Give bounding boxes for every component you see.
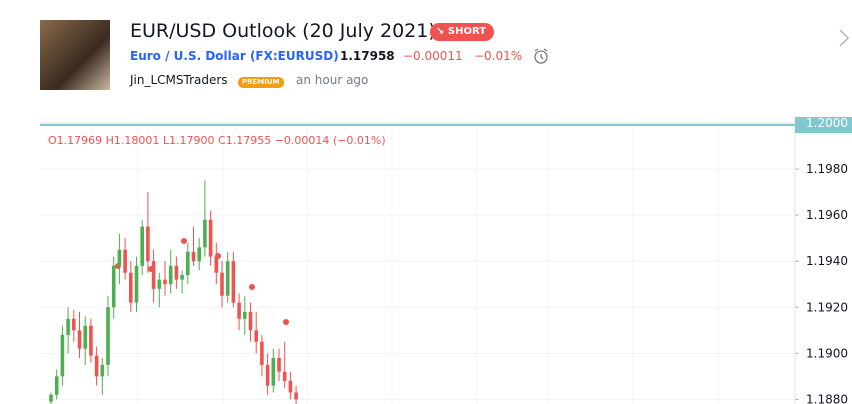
candle-body	[146, 226, 150, 262]
price-label-bg	[795, 117, 852, 133]
candle-body	[282, 371, 287, 381]
candle-body	[151, 261, 156, 289]
y-tick-label: 1.2000	[806, 116, 848, 130]
legend-open: O1.17969	[48, 134, 102, 147]
candle-body	[174, 265, 179, 280]
candle-body	[288, 380, 293, 393]
candle-body	[83, 325, 87, 349]
y-tick-label: 1.1920	[806, 300, 848, 314]
candle-body	[214, 256, 219, 273]
candle-body	[140, 226, 144, 266]
candle-body	[191, 251, 196, 262]
candle-body	[186, 251, 190, 276]
candle-body	[197, 247, 201, 262]
candle-body	[54, 376, 59, 395]
candle-body	[89, 325, 93, 356]
candle-body	[220, 272, 224, 296]
y-tick-label: 1.1900	[806, 346, 848, 360]
legend-high: H1.18001	[106, 134, 160, 147]
legend-change: −0.00014 (−0.01%)	[275, 134, 386, 147]
alarm-icon[interactable]	[532, 47, 550, 65]
candle-body	[94, 355, 99, 377]
y-tick-label: 1.1940	[806, 254, 848, 268]
price: 1.17958	[340, 49, 395, 63]
candle-body	[134, 265, 139, 303]
candle-body	[203, 219, 207, 248]
candle-body	[77, 330, 82, 349]
candle-body	[243, 311, 247, 319]
time: an hour ago	[296, 73, 369, 87]
candle-body	[208, 219, 213, 257]
avatar[interactable]	[40, 20, 110, 90]
author[interactable]: Jin_LCMSTraders	[130, 73, 228, 87]
y-tick-label: 1.1960	[806, 208, 848, 222]
idea-title[interactable]: EUR/USD Outlook (20 July 2021)	[130, 20, 436, 42]
candle-body	[111, 265, 116, 308]
v-grid	[137, 123, 719, 404]
short-badge: ↘ SHORT	[430, 23, 495, 41]
candle-body	[60, 334, 65, 377]
candle-body	[163, 279, 167, 285]
candle-body	[100, 364, 105, 377]
candle-body	[265, 364, 270, 386]
candle-body	[254, 330, 258, 342]
y-tick-label: 1.1880	[806, 392, 848, 404]
candle-body	[225, 261, 230, 296]
ohlc-legend: O1.17969 H1.18001 L1.17900 C1.17955 −0.0…	[48, 134, 386, 147]
premium-badge: PREMIUM	[238, 77, 284, 88]
legend-low: L1.17900	[163, 134, 215, 147]
next-arrow[interactable]	[838, 28, 850, 48]
candle-body	[277, 357, 281, 372]
candle-body	[157, 279, 162, 289]
candle-body	[248, 311, 253, 331]
badge-text: SHORT	[447, 26, 487, 37]
candle-body	[72, 318, 76, 331]
candle-body	[294, 392, 298, 400]
candle-body	[49, 394, 53, 402]
candle-body	[106, 307, 110, 365]
change: −0.00011	[403, 49, 463, 63]
candle-body	[117, 249, 122, 266]
candle-body	[260, 341, 264, 365]
candle-body	[123, 249, 127, 273]
y-tick-label: 1.1980	[806, 162, 848, 176]
legend-close: C1.17955	[218, 134, 271, 147]
candle-body	[180, 275, 184, 280]
candle-body	[66, 318, 70, 335]
change-pct: −0.01%	[474, 49, 523, 63]
candle-body	[237, 302, 241, 319]
symbol-link[interactable]: Euro / U.S. Dollar (FX:EURUSD)	[130, 49, 339, 63]
candle-body	[271, 357, 276, 386]
candle-body	[168, 265, 173, 285]
candle-body	[129, 272, 133, 303]
candle-body	[231, 261, 236, 303]
